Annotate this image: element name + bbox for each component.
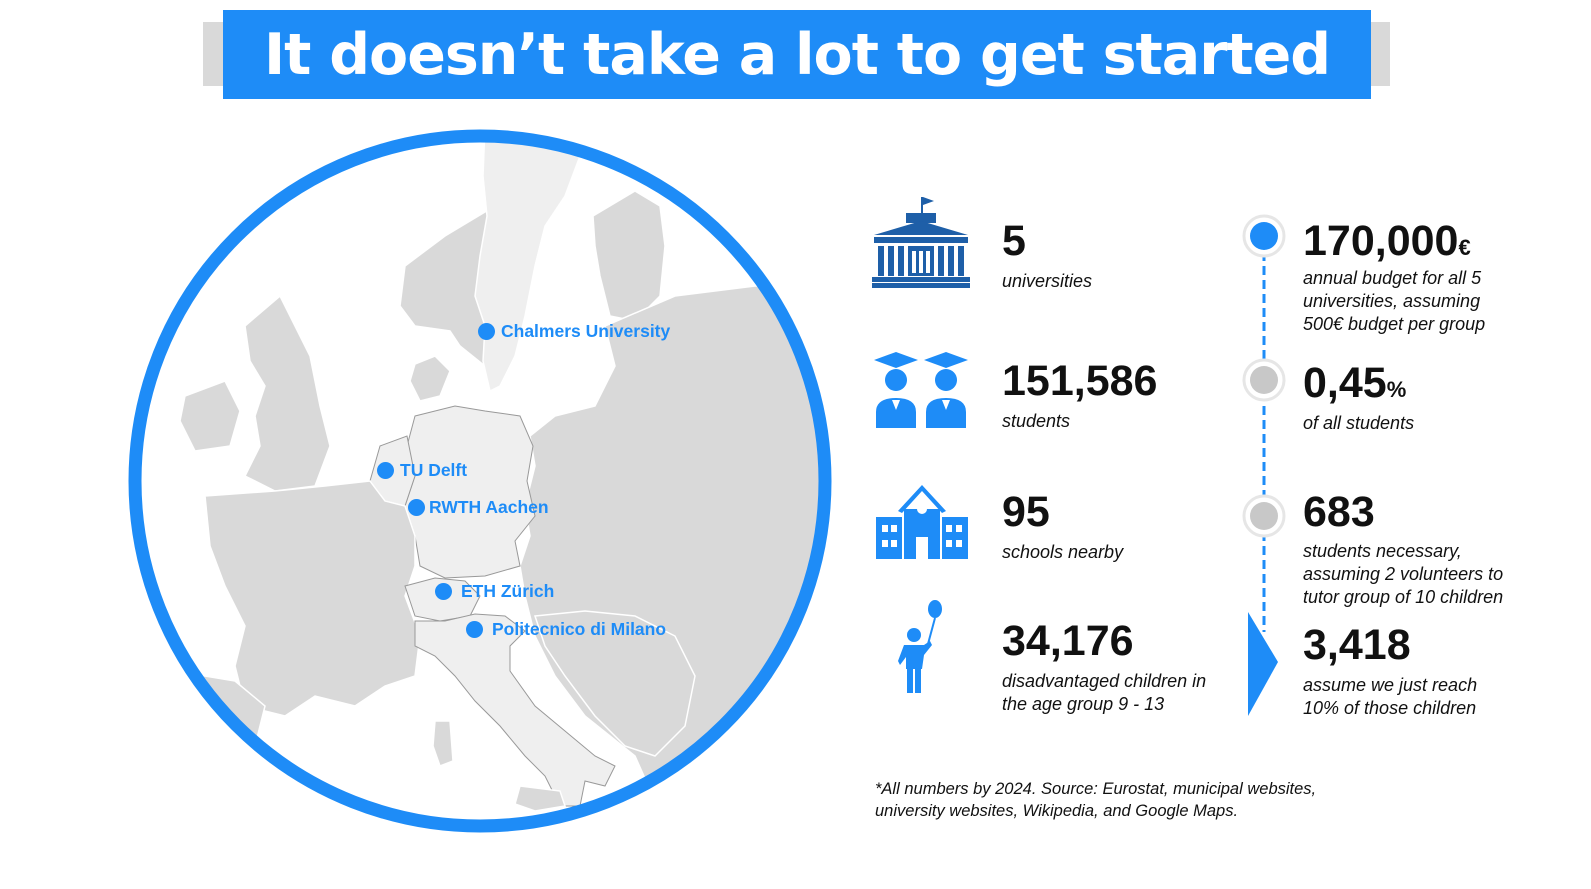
map-circle-frame xyxy=(128,129,832,833)
stat-label-line: 500€ budget per group xyxy=(1303,314,1486,334)
europe-map: Chalmers University TU Delft RWTH Aachen… xyxy=(115,116,845,846)
footnote-line: university websites, Wikipedia, and Goog… xyxy=(875,802,1239,820)
location-marker-eth-zurich: ETH Zürich xyxy=(435,581,554,602)
stat-value: 170,000 xyxy=(1303,217,1459,265)
stat-unit: € xyxy=(1458,235,1471,260)
school-icon xyxy=(876,485,968,559)
pin-icon xyxy=(435,583,452,600)
stat-value: 95 xyxy=(1002,488,1050,536)
graduates-icon xyxy=(874,352,968,428)
stat-label: disadvantaged children in the age group … xyxy=(1002,670,1206,716)
progress-timeline xyxy=(1242,214,1286,716)
stat-value: 34,176 xyxy=(1002,617,1134,665)
stat-label: annual budget for all 5 universities, as… xyxy=(1303,267,1485,336)
stat-label: of all students xyxy=(1303,412,1414,435)
location-label: TU Delft xyxy=(400,460,468,480)
footnote-line: *All numbers by 2024. Source: Eurostat, … xyxy=(875,780,1317,798)
location-marker-politecnico-milano: Politecnico di Milano xyxy=(466,619,666,640)
stat-label-line: the age group 9 - 13 xyxy=(1002,694,1165,714)
stat-unit: % xyxy=(1386,377,1407,402)
child-with-balloon-icon xyxy=(898,600,942,693)
stat-students: 151,586 students xyxy=(1002,360,1157,433)
page-title: It doesn’t take a lot to get started xyxy=(263,21,1331,88)
stat-value: 5 xyxy=(1002,217,1026,265)
stat-children-reached: 3,418 assume we just reach 10% of those … xyxy=(1303,624,1477,720)
stat-students-necessary: 683 students necessary, assuming 2 volun… xyxy=(1303,491,1503,609)
stat-label: assume we just reach 10% of those childr… xyxy=(1303,674,1477,720)
stat-value: 151,586 xyxy=(1002,357,1158,405)
title-banner: It doesn’t take a lot to get started xyxy=(223,10,1371,99)
stat-value: 0,45 xyxy=(1303,359,1387,407)
pin-icon xyxy=(377,462,394,479)
location-marker-chalmers: Chalmers University xyxy=(478,321,670,342)
stat-disadvantaged-children: 34,176 disadvantaged children in the age… xyxy=(1002,620,1206,716)
stat-label: schools nearby xyxy=(1002,542,1124,562)
stat-label: students necessary, assuming 2 volunteer… xyxy=(1303,540,1503,609)
location-label: RWTH Aachen xyxy=(429,497,549,517)
stat-label-line: students necessary, xyxy=(1303,541,1462,561)
stat-label-line: assume we just reach xyxy=(1303,675,1478,695)
location-marker-rwth-aachen: RWTH Aachen xyxy=(408,497,549,518)
stat-label-line: tutor group of 10 children xyxy=(1303,587,1504,607)
timeline-arrow-icon xyxy=(1248,612,1278,716)
stat-value: 683 xyxy=(1303,488,1375,536)
location-label: Politecnico di Milano xyxy=(492,619,667,639)
university-building-icon xyxy=(872,197,970,288)
pin-icon xyxy=(478,323,495,340)
stat-share-of-students: 0,45% of all students xyxy=(1303,362,1414,435)
timeline-dot xyxy=(1250,366,1278,394)
stat-label-line: universities, assuming xyxy=(1303,291,1481,311)
stat-label-line: annual budget for all 5 xyxy=(1303,268,1482,288)
map-landmass xyxy=(135,136,825,826)
stat-annual-budget: 170,000€ annual budget for all 5 univers… xyxy=(1303,220,1485,336)
stat-universities: 5 universities xyxy=(1002,220,1092,293)
stat-label: universities xyxy=(1002,271,1093,291)
stat-label-line: of all students xyxy=(1303,413,1415,433)
stat-label-line: disadvantaged children in xyxy=(1002,671,1207,691)
timeline-dot-active xyxy=(1250,222,1278,250)
stat-label: students xyxy=(1002,411,1071,431)
stat-label-line: assuming 2 volunteers to xyxy=(1303,564,1504,584)
pin-icon xyxy=(466,621,483,638)
location-label: Chalmers University xyxy=(501,321,671,341)
stat-label-line: 10% of those children xyxy=(1303,698,1477,718)
stat-value: 3,418 xyxy=(1303,621,1411,669)
source-footnote: *All numbers by 2024. Source: Eurostat, … xyxy=(875,778,1316,822)
pin-icon xyxy=(408,499,425,516)
location-marker-tu-delft: TU Delft xyxy=(377,460,467,481)
timeline-dot xyxy=(1250,502,1278,530)
stat-schools: 95 schools nearby xyxy=(1002,491,1123,564)
location-label: ETH Zürich xyxy=(461,581,555,601)
